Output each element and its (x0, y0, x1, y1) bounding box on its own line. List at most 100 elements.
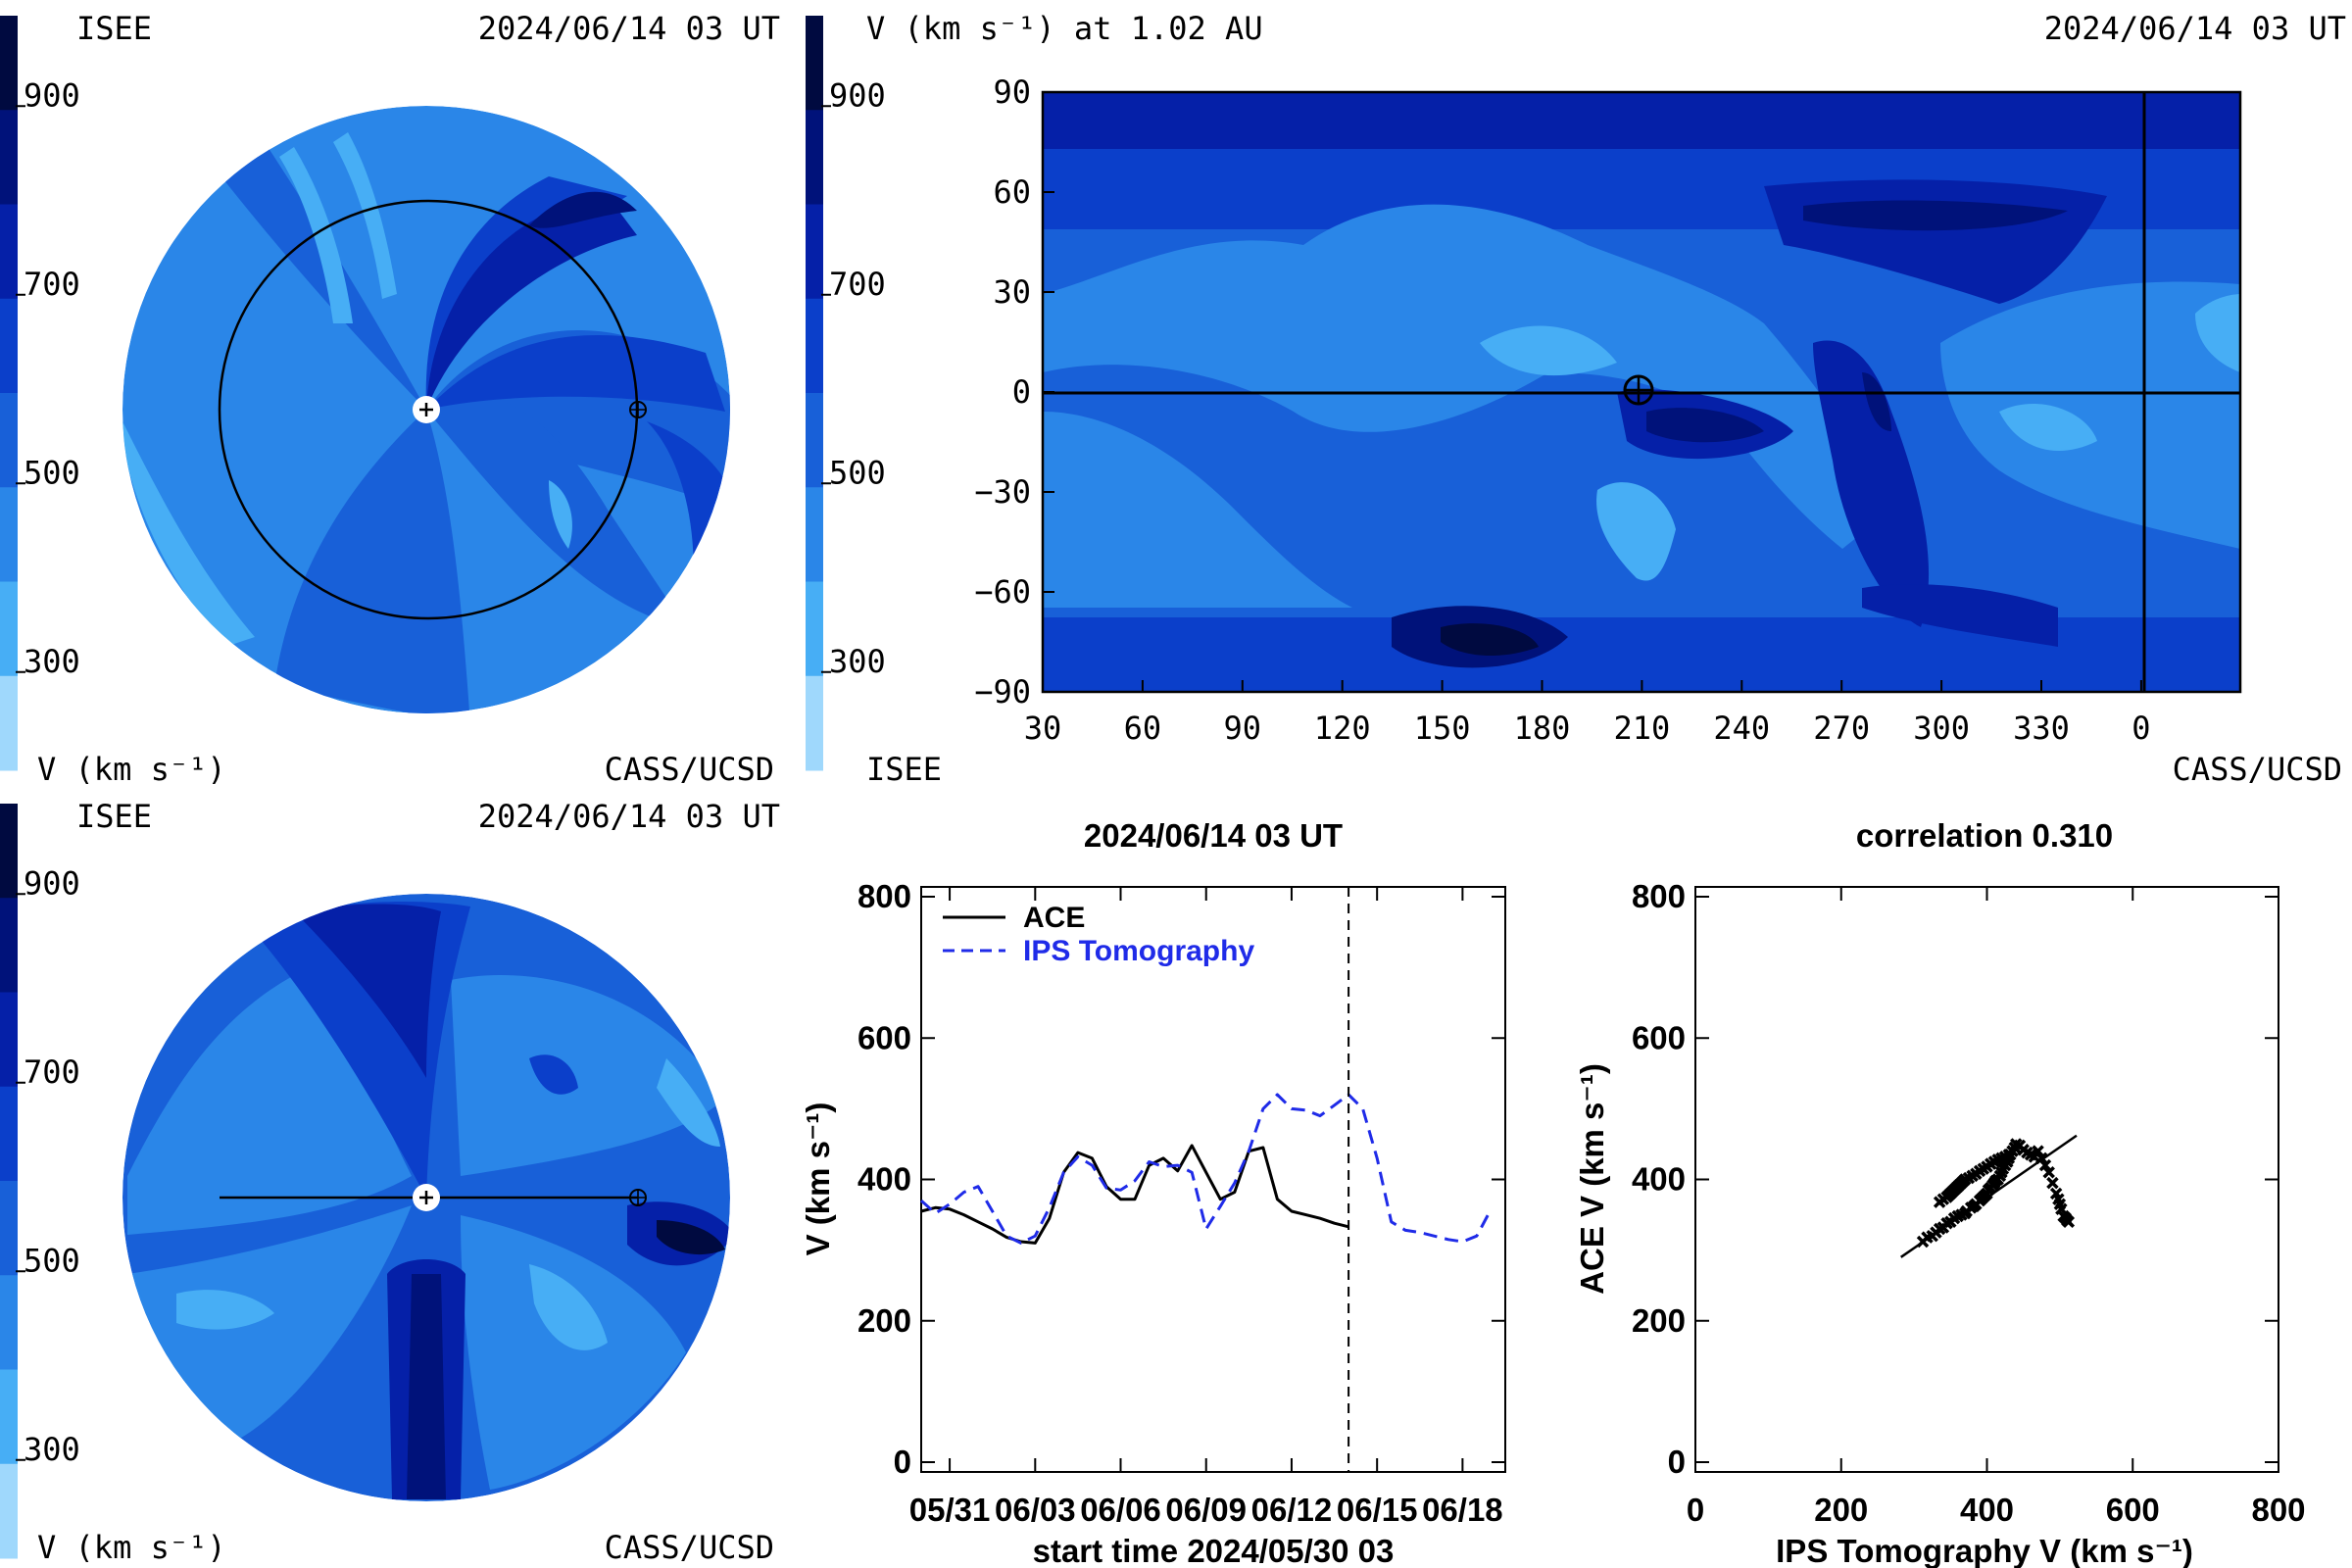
y-tick-label: 400 (1632, 1161, 1686, 1198)
sun-marker-top-left (413, 396, 440, 423)
colorbar-band (0, 487, 18, 582)
x-tick-label: 200 (1814, 1492, 1868, 1528)
earth-marker-map (1623, 374, 1654, 406)
ace-series-line (920, 1144, 1349, 1245)
time-series-frame (920, 886, 1506, 1473)
colorbar-tick-label: 500 (24, 1242, 80, 1279)
y-tick-label: 400 (858, 1161, 911, 1198)
y-tick-label: 0 (894, 1444, 911, 1480)
scatter-points (1916, 1138, 2076, 1249)
x-tick-label: 0 (1687, 1492, 1704, 1528)
longitude-tick-label: 0 (2132, 710, 2150, 747)
longitude-tick-label: 330 (2013, 710, 2070, 747)
scatter-point (1957, 1174, 1970, 1188)
colorbar-band (0, 393, 18, 488)
time-series-title: 2024/06/14 03 UT (1084, 817, 1343, 854)
longitude-tick-label: 120 (1314, 710, 1371, 747)
scatter-frame (1694, 886, 2279, 1473)
colorbar-band (0, 1181, 18, 1276)
regression-line (1900, 1134, 2078, 1258)
latitude-tick-label: −60 (974, 573, 1031, 611)
source-label-bottom-left: ISEE (76, 798, 152, 835)
colorbar-band (0, 1369, 18, 1465)
latitude-tick-label: 30 (993, 273, 1031, 311)
timestamp-top-left: 2024/06/14 03 UT (478, 10, 780, 47)
meridional-view-panel: 900 700 500 300 ISEE 2024/06/14 03 UT V (km… (0, 798, 780, 1566)
colorbar-band (0, 992, 18, 1088)
scatter-ticks: 800 600 400 200 00 200 400 600 800 (1632, 878, 2306, 1528)
colorbar-tick-label: 300 (24, 643, 80, 680)
longitude-tick-label: 210 (1614, 710, 1671, 747)
time-series-ylabel: V (km s⁻¹) (800, 1102, 836, 1256)
colorbar-tick-label: 900 (24, 864, 80, 902)
colorbar-band (0, 298, 18, 394)
x-tick-label: 06/03 (995, 1492, 1076, 1528)
x-tick-label: 400 (1960, 1492, 2014, 1528)
latitude-tick-label: 0 (1012, 373, 1031, 411)
colorbar-tick-label: 300 (829, 643, 886, 680)
scatter-xlabel: IPS Tomography V (km s⁻¹) (1776, 1533, 2193, 1568)
scatter-title: correlation 0.310 (1856, 817, 2113, 854)
x-tick-label: 800 (2251, 1492, 2305, 1528)
credit-bottom-left: CASS/UCSD (605, 1529, 774, 1566)
source-label-top-left: ISEE (76, 10, 152, 47)
earth-marker-top-left (629, 401, 647, 418)
y-tick-label: 800 (1632, 878, 1686, 914)
x-tick-label: 06/15 (1337, 1492, 1418, 1528)
scatter-point (2062, 1215, 2076, 1229)
colorbar-band (0, 16, 18, 111)
colorbar-band (0, 204, 18, 300)
y-tick-label: 200 (1632, 1302, 1686, 1339)
colorbar-tick-label: 700 (24, 266, 80, 303)
colorbar-tick-label: 500 (829, 454, 886, 491)
y-tick-label: 200 (858, 1302, 911, 1339)
scatter-point (2038, 1158, 2052, 1172)
units-label-top-left: V (km s⁻¹) (37, 751, 226, 788)
sun-marker-bottom-left (413, 1184, 440, 1211)
ecliptic-view-panel: 900 700 500 300 ISEE 2024/06/14 03 UT V (km… (0, 10, 780, 788)
time-series-chart: 2024/06/14 03 UT 800 600 400 200 0 05/31 06/03… (800, 817, 1506, 1568)
scatter-point (2032, 1145, 2044, 1157)
time-series-lines (919, 1093, 1493, 1245)
latitude-tick-label: 90 (993, 74, 1031, 111)
colorbar-ticks-top-left: 900 700 500 300 (16, 76, 80, 680)
latitude-tick-label: 60 (993, 173, 1031, 211)
timestamp-bottom-left: 2024/06/14 03 UT (478, 798, 780, 835)
timestamp-top-right: 2024/06/14 03 UT (2044, 10, 2346, 47)
colorbar-band (806, 16, 823, 111)
colorbar-top-left (0, 16, 18, 771)
colorbar-band (806, 298, 823, 394)
colorbar-tick-label: 300 (24, 1431, 80, 1468)
time-series-legend: ACE IPS Tomography (943, 902, 1254, 967)
colorbar-tick-label: 700 (829, 266, 886, 303)
colorbar-top-right (806, 16, 823, 771)
x-tick-label: 600 (2106, 1492, 2160, 1528)
scatter-point (2046, 1176, 2059, 1190)
x-tick-label: 06/06 (1080, 1492, 1161, 1528)
colorbar-tick-label: 700 (24, 1054, 80, 1091)
colorbar-band (806, 487, 823, 582)
colorbar-bottom-left (0, 804, 18, 1559)
source-label-top-right: ISEE (866, 751, 942, 788)
x-tick-label: 06/09 (1165, 1492, 1247, 1528)
longitude-ticks: 30 60 90 120 150 180 210 240 270 300 330 0 (1024, 680, 2151, 747)
credit-top-right: CASS/UCSD (2173, 751, 2342, 788)
y-tick-label: 600 (1632, 1019, 1686, 1055)
y-tick-label: 800 (858, 878, 911, 914)
colorbar-tick-label: 500 (24, 454, 80, 491)
x-tick-label: 06/18 (1422, 1492, 1503, 1528)
colorbar-band (0, 898, 18, 993)
longitude-tick-label: 90 (1224, 710, 1262, 747)
scatter-ylabel: ACE V (km s⁻¹) (1574, 1063, 1610, 1295)
time-series-xlabel: start time 2024/05/30 03 (1033, 1533, 1395, 1568)
colorbar-band (806, 204, 823, 300)
legend-label-ips: IPS Tomography (1023, 935, 1254, 967)
colorbar-band (0, 675, 18, 771)
longitude-tick-label: 150 (1414, 710, 1471, 747)
y-tick-label: 0 (1668, 1444, 1686, 1480)
credit-top-left: CASS/UCSD (605, 751, 774, 788)
colorbar-tick-label: 900 (829, 76, 886, 114)
colorbar-band (806, 581, 823, 677)
